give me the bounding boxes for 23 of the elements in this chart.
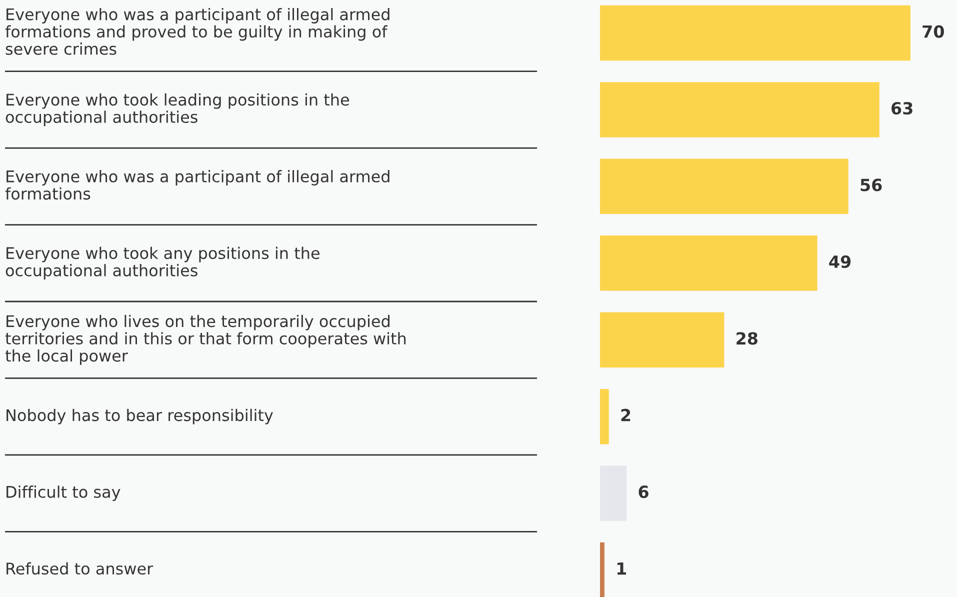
data-label: 63 [892,102,912,115]
data-label: 49 [829,255,851,268]
data-label: 70 [922,25,944,38]
data-label: 56 [860,178,882,192]
bar [600,542,604,597]
data-label: 1 [617,562,626,575]
y-tick-label: Everyone who took any positions in the occupational authorities [6,246,320,280]
bar [600,5,910,61]
data-label: 6 [638,486,648,498]
y-tick-label: Everyone who was a participant of illegal armed formations and proved to be guilty in making of severe crimes [5,8,390,55]
bar [600,312,724,368]
data-label: 28 [736,332,758,345]
bar [600,158,848,214]
data-label: 2 [621,408,630,422]
bar [600,236,818,291]
y-tick-label: Nobody has to bear responsibility [6,408,273,424]
bar [600,82,880,138]
y-tick-label: Everyone who took leading positions in the occupational authorities [6,93,349,126]
y-tick-label: Everyone who lives on the temporarily occupied territories and in this or that form cooperates with the local power [5,314,406,365]
y-tick-label: Everyone who was a participant of illegal armed formations [5,170,390,200]
y-tick-label: Refused to answer [6,562,154,575]
y-tick-label: Difficult to say [6,486,120,502]
bar [600,388,609,444]
